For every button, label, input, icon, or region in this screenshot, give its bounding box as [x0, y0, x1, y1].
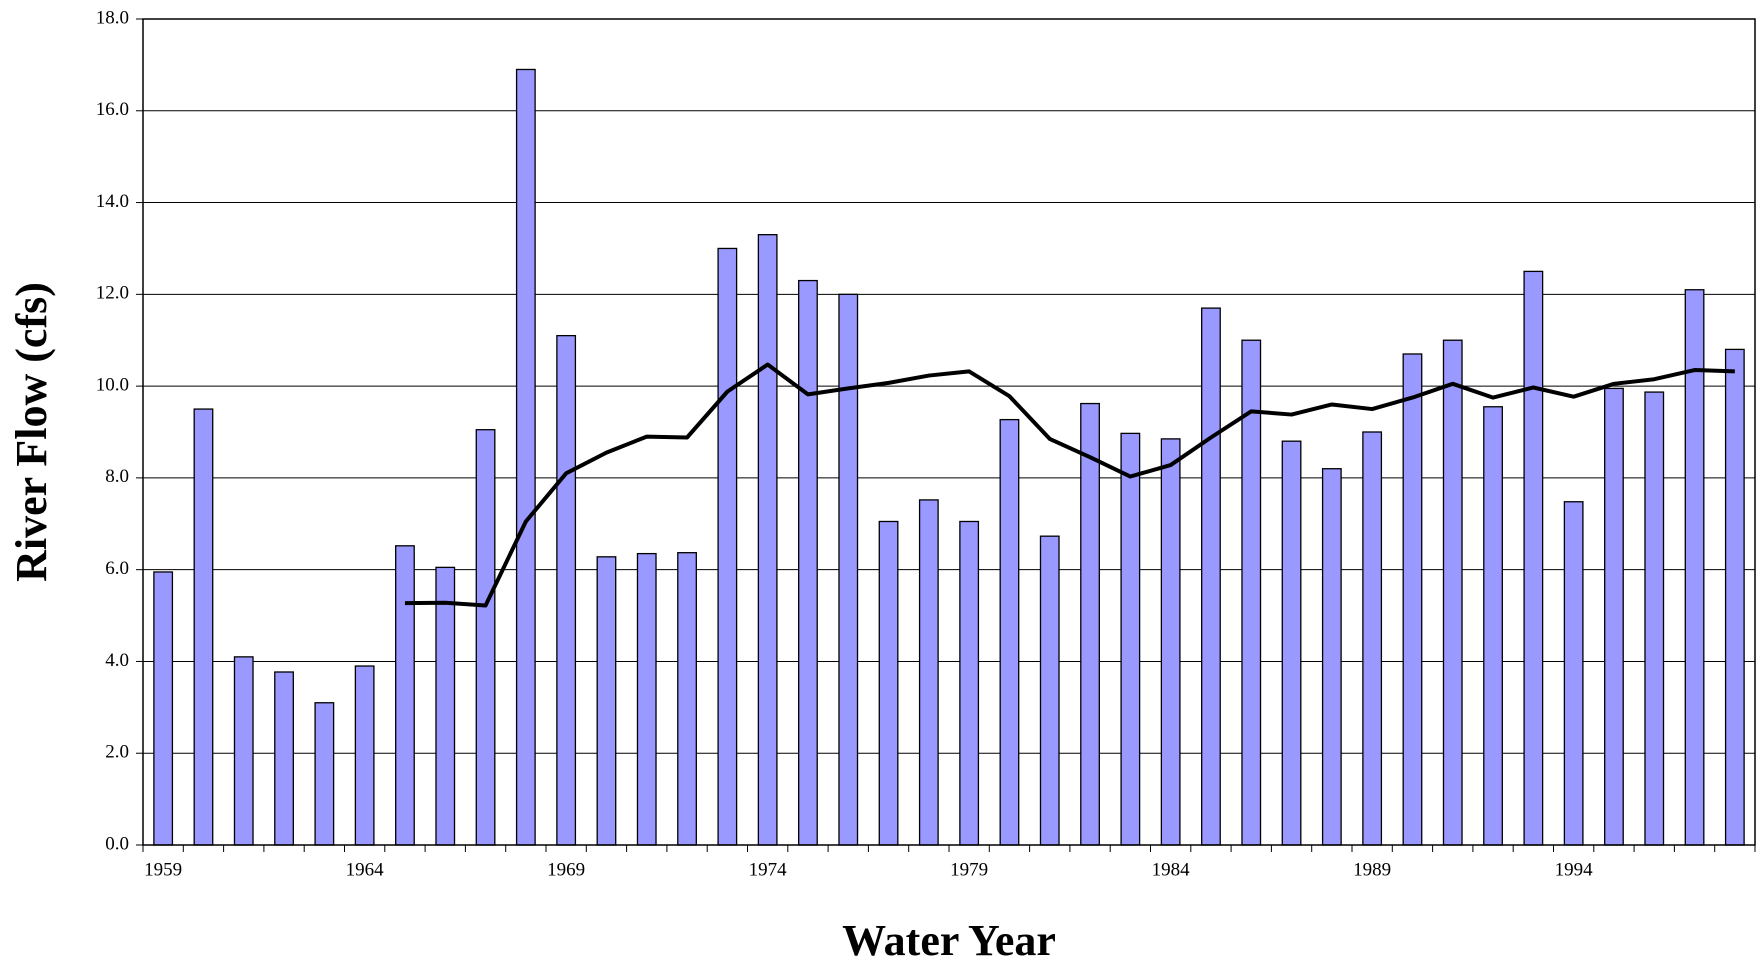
bar: [233, 656, 254, 846]
x-tick-label: 1974: [749, 859, 788, 880]
x-tick-label: 1964: [346, 859, 385, 880]
bar: [878, 520, 899, 846]
y-tick-label: 8.0: [105, 466, 129, 487]
bar: [757, 234, 778, 846]
bar: [1120, 432, 1141, 846]
bar: [1483, 406, 1503, 846]
bar: [515, 68, 536, 846]
bar: [1523, 270, 1544, 846]
y-tick-label: 6.0: [105, 558, 129, 579]
bar: [314, 702, 335, 846]
bar: [1321, 468, 1342, 846]
bar: [1362, 431, 1383, 846]
y-tick-label: 2.0: [105, 742, 129, 763]
y-tick-label: 18.0: [96, 7, 129, 28]
x-tick-label: 1989: [1353, 859, 1391, 880]
bar: [1402, 353, 1423, 846]
bar: [354, 665, 375, 846]
bar: [556, 334, 577, 846]
bar: [1563, 501, 1584, 846]
bar: [677, 552, 697, 846]
y-axis-title: River Flow (cfs): [7, 282, 56, 582]
bar: [636, 552, 657, 846]
bar: [999, 418, 1020, 846]
moving-average-line: [404, 362, 1735, 608]
bar: [1644, 391, 1665, 846]
y-tick-label: 10.0: [96, 374, 129, 395]
y-tick-label: 14.0: [96, 191, 129, 212]
bar: [475, 429, 496, 846]
bar: [798, 279, 818, 846]
bar: [1080, 402, 1100, 846]
x-tick-label: 1969: [547, 859, 585, 880]
y-tick-label: 0.0: [105, 833, 129, 854]
bar: [193, 408, 214, 846]
bar: [274, 671, 294, 846]
bar: [596, 556, 617, 846]
bar: [435, 566, 456, 846]
y-tick-label: 12.0: [96, 283, 129, 304]
x-tick-label: 1959: [144, 859, 182, 880]
bar: [918, 499, 939, 846]
x-axis-title: Water Year: [842, 916, 1056, 965]
x-tick-label: 1994: [1555, 859, 1594, 880]
plot-frame: [142, 18, 1756, 846]
bar: [1442, 339, 1463, 846]
bar: [1724, 348, 1745, 846]
x-tick-label: 1984: [1152, 859, 1191, 880]
y-tick-label: 16.0: [96, 99, 129, 120]
bar: [395, 545, 415, 846]
bar: [1201, 307, 1221, 846]
x-tick-label: 1979: [950, 859, 988, 880]
bar: [1039, 535, 1060, 846]
y-tick-label: 4.0: [105, 650, 129, 671]
bar: [1604, 387, 1624, 846]
bar: [153, 571, 174, 846]
bar: [1160, 438, 1181, 846]
bar: [959, 520, 980, 846]
bar: [838, 293, 859, 846]
bar: [1281, 440, 1302, 846]
bar: [717, 247, 738, 846]
